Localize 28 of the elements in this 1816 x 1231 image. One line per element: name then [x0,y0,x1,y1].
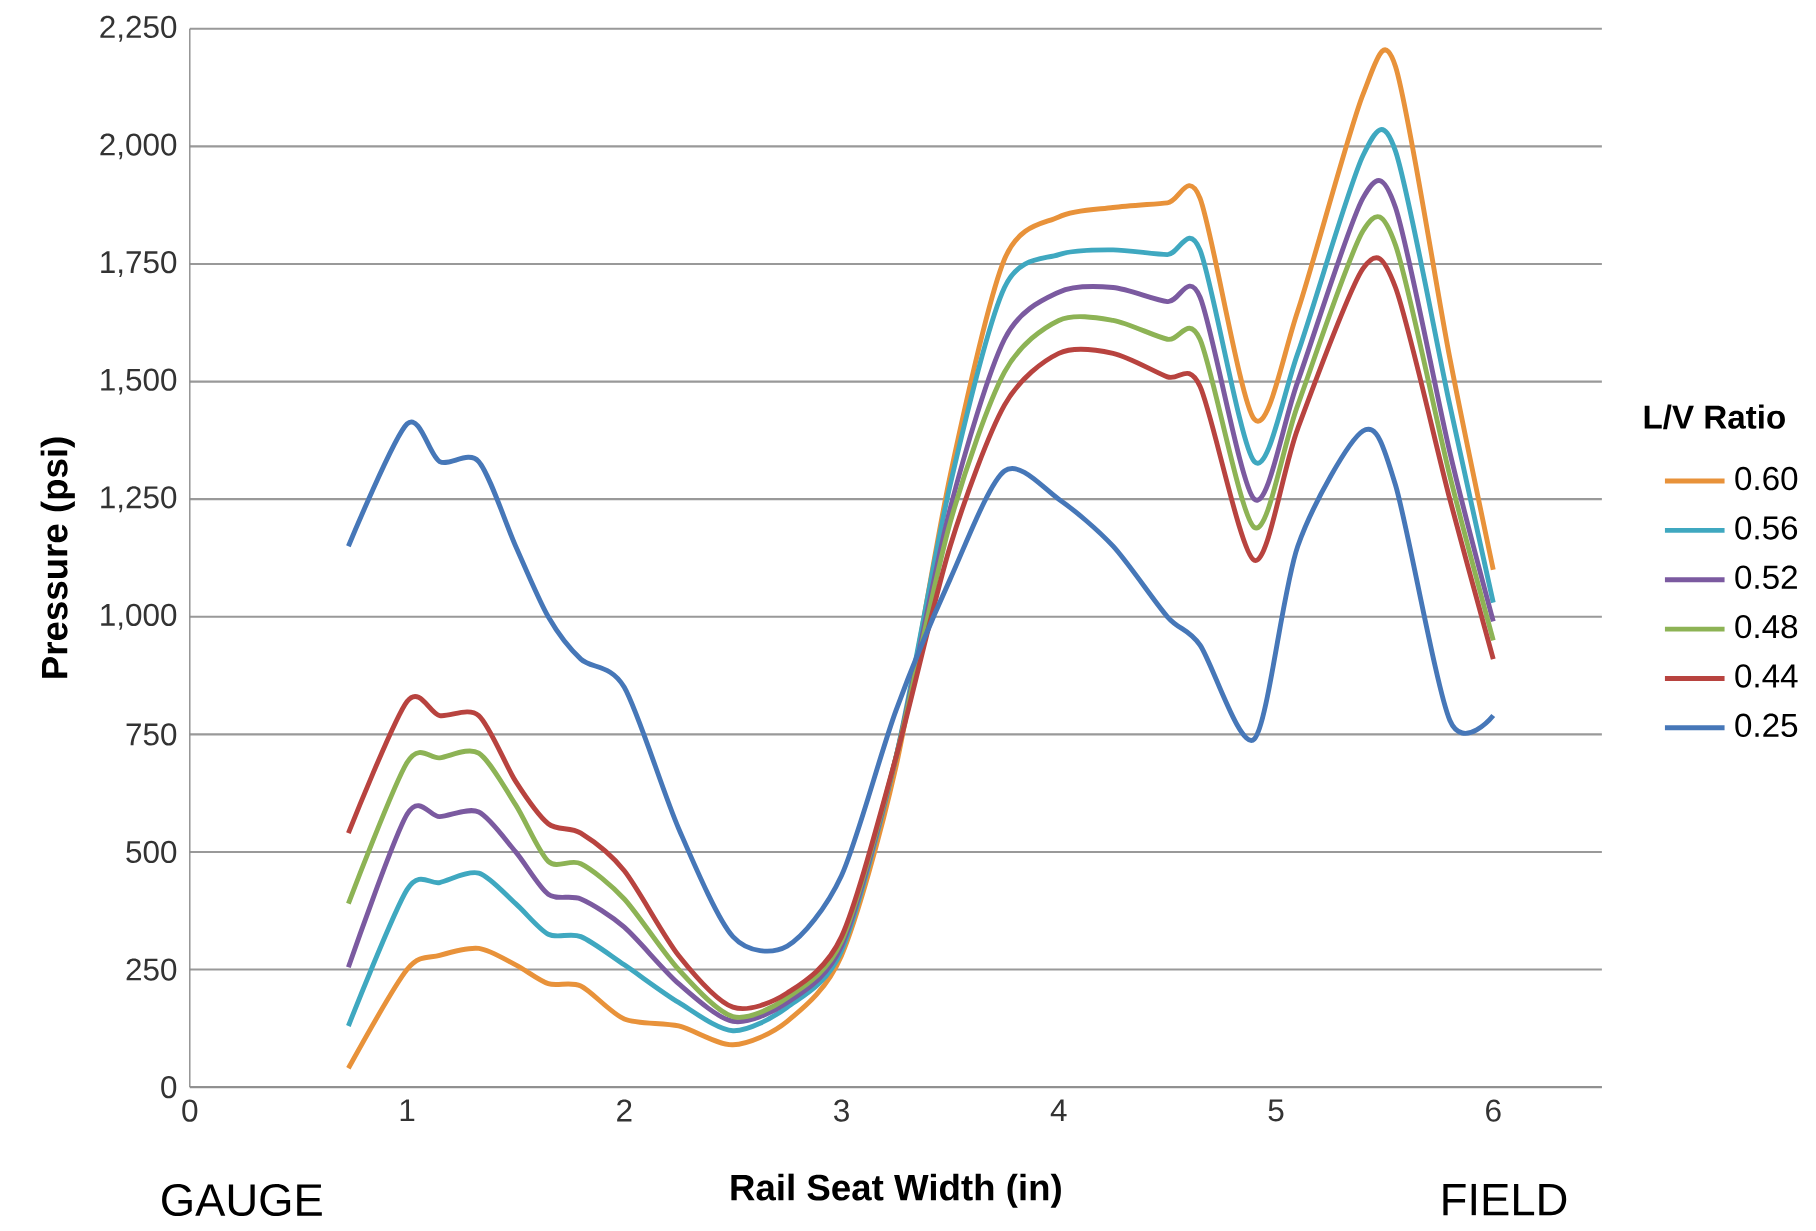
legend-label: 0.48 [1735,614,1798,639]
x-tick-label: 2 [617,1099,632,1122]
x-tick-label: 1 [400,1099,415,1121]
y-tick-label: 1,000 [101,603,177,630]
y-tick-label: 2,250 [100,15,177,42]
y-axis-title: Pressure (psi) [40,437,75,678]
legend-label: 0.52 [1735,565,1797,589]
legend-label: 0.60 [1735,466,1798,491]
legend-label: 0.56 [1735,516,1798,540]
x-tick-label: 3 [834,1099,849,1122]
y-tick-label: 1,750 [101,250,177,277]
y-tick-label: 2,000 [100,133,177,160]
legend-title: L/V Ratio [1644,404,1785,430]
y-tick-label: 0 [161,1075,177,1099]
x-tick-label: 0 [182,1099,198,1122]
x-axis-title: Rail Seat Width (in) [731,1173,1061,1208]
y-tick-label: 1,250 [101,486,177,513]
text: GAUGE [162,1183,322,1216]
y-tick-label: 250 [126,958,177,981]
x-tick-label: 5 [1268,1099,1284,1122]
y-tick-label: 1,500 [101,368,177,395]
text: FIELD [1443,1183,1567,1216]
y-tick-label: 750 [126,723,177,746]
legend-label: 0.25 [1735,713,1798,737]
x-tick-label: 6 [1486,1099,1501,1122]
x-tick-label: 4 [1050,1099,1067,1121]
legend-label: 0.44 [1735,664,1798,688]
y-tick-label: 500 [126,840,177,863]
